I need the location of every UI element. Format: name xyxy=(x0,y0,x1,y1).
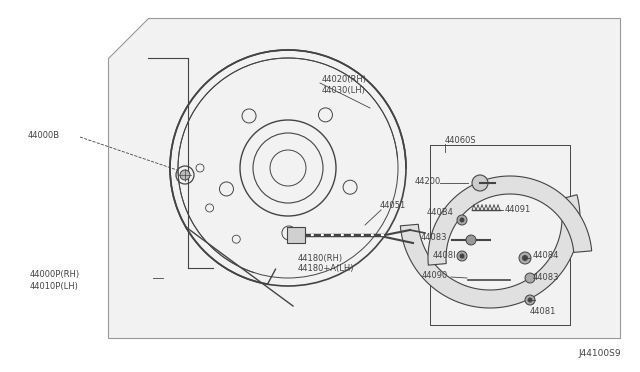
Polygon shape xyxy=(428,176,592,265)
Polygon shape xyxy=(401,195,580,308)
Text: 44081: 44081 xyxy=(530,307,556,315)
Text: 4408I: 4408I xyxy=(433,251,456,260)
Text: 44180(RH): 44180(RH) xyxy=(298,253,343,263)
Circle shape xyxy=(472,175,488,191)
Circle shape xyxy=(522,255,528,261)
Circle shape xyxy=(460,218,465,222)
Circle shape xyxy=(457,215,467,225)
Circle shape xyxy=(527,298,532,302)
Text: 44010P(LH): 44010P(LH) xyxy=(30,282,79,291)
FancyBboxPatch shape xyxy=(287,227,305,243)
Text: 44000P(RH): 44000P(RH) xyxy=(30,270,80,279)
Text: 44091: 44091 xyxy=(505,205,531,214)
Text: 44051: 44051 xyxy=(380,201,406,209)
Text: 44020(RH): 44020(RH) xyxy=(322,74,367,83)
Circle shape xyxy=(525,273,535,283)
Text: 44180+A(LH): 44180+A(LH) xyxy=(298,264,355,273)
Text: 44083: 44083 xyxy=(421,232,447,241)
Text: 44200: 44200 xyxy=(415,176,441,186)
Text: 44030(LH): 44030(LH) xyxy=(322,86,366,94)
Circle shape xyxy=(457,251,467,261)
Circle shape xyxy=(460,253,465,259)
Polygon shape xyxy=(108,18,620,338)
Text: 440B4: 440B4 xyxy=(427,208,454,217)
Circle shape xyxy=(466,235,476,245)
Text: 44084: 44084 xyxy=(533,251,559,260)
Circle shape xyxy=(180,170,190,180)
Circle shape xyxy=(525,295,535,305)
Text: 44000B: 44000B xyxy=(28,131,60,140)
Text: 44083: 44083 xyxy=(533,273,559,282)
Text: J44100S9: J44100S9 xyxy=(578,349,621,357)
Text: 44060S: 44060S xyxy=(445,135,477,144)
Text: 44090: 44090 xyxy=(422,272,448,280)
Circle shape xyxy=(519,252,531,264)
